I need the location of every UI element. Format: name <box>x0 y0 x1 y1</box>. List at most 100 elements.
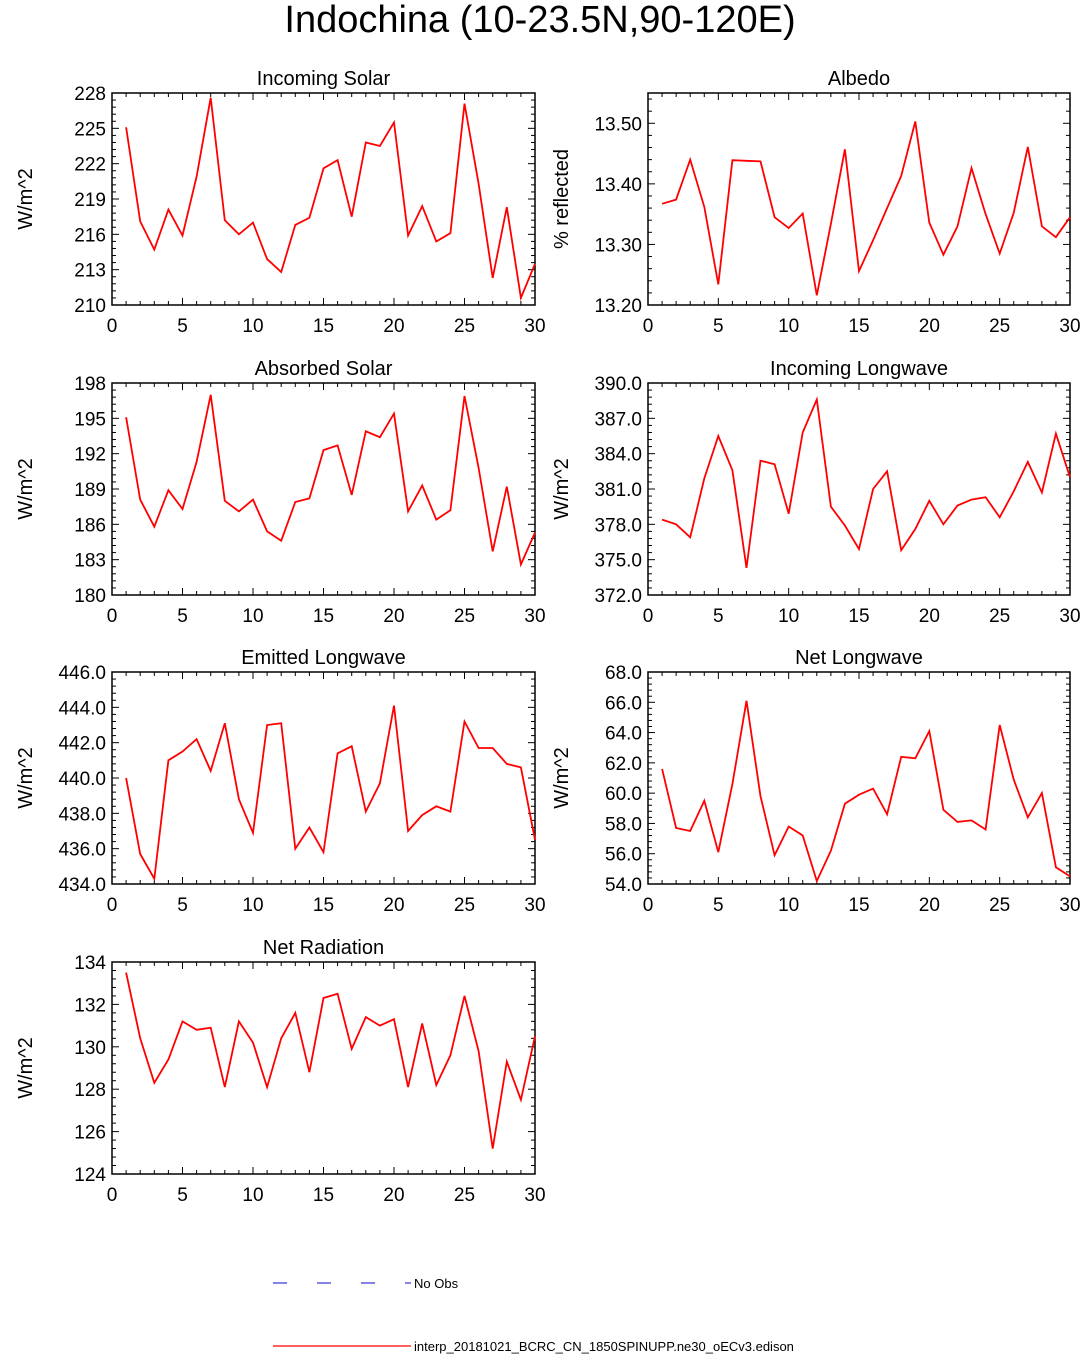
y-tick-label: 68.0 <box>605 663 642 684</box>
y-tick-label: 128 <box>74 1080 106 1101</box>
y-tick-label: 189 <box>74 480 106 501</box>
panel-title: Net Longwave <box>795 647 923 669</box>
x-tick-label: 15 <box>848 606 869 627</box>
chart-panel-2: Absorbed Solar W/m^2 0 5 10 15 20 25 30 180 183 186… <box>15 358 546 627</box>
y-tick-label: 384.0 <box>594 445 642 466</box>
x-tick-label: 0 <box>107 895 118 916</box>
y-tick-label: 134 <box>74 953 106 974</box>
y-tick-label: 180 <box>74 586 106 607</box>
x-tick-label: 5 <box>713 606 724 627</box>
x-tick-label: 10 <box>242 1185 263 1206</box>
series-line <box>125 97 536 302</box>
x-tick-label: 5 <box>177 895 188 916</box>
x-tick-label: 25 <box>454 316 475 337</box>
x-tick-label: 20 <box>919 606 940 627</box>
y-tick-label: 13.30 <box>594 235 642 256</box>
y-tick-label: 13.50 <box>594 114 642 135</box>
x-tick-label: 15 <box>313 316 334 337</box>
y-tick-label: 195 <box>74 409 106 430</box>
y-tick-label: 219 <box>74 190 106 211</box>
series-line <box>125 394 536 568</box>
chart-panel-0: Incoming Solar W/m^2 0 5 10 15 20 25 30 210 213 216… <box>15 68 546 337</box>
x-tick-label: 10 <box>242 895 263 916</box>
x-tick-label: 30 <box>524 895 545 916</box>
legend-label: interp_20181021_BCRC_CN_1850SPINUPP.ne30… <box>414 1339 794 1354</box>
y-tick-label: 372.0 <box>594 586 642 607</box>
legend-label: No Obs <box>414 1276 459 1291</box>
y-axis-label: W/m^2 <box>15 458 37 520</box>
y-tick-label: 198 <box>74 374 106 395</box>
series-line <box>661 700 1071 884</box>
x-tick-label: 15 <box>848 316 869 337</box>
x-tick-label: 15 <box>848 895 869 916</box>
x-tick-label: 5 <box>177 1185 188 1206</box>
x-tick-label: 20 <box>383 606 404 627</box>
x-tick-label: 20 <box>383 316 404 337</box>
series-line <box>661 121 1071 296</box>
x-tick-label: 25 <box>989 316 1010 337</box>
page-title: Indochina (10-23.5N,90-120E) <box>284 0 796 41</box>
y-tick-label: 436.0 <box>58 840 106 861</box>
y-tick-label: 66.0 <box>605 693 642 714</box>
panel-title: Net Radiation <box>263 937 384 959</box>
y-tick-label: 434.0 <box>58 875 106 896</box>
x-tick-label: 0 <box>107 606 118 627</box>
y-axis-label: W/m^2 <box>551 747 573 809</box>
plot-frame <box>111 92 536 306</box>
y-axis-label: W/m^2 <box>15 747 37 809</box>
x-tick-label: 5 <box>177 316 188 337</box>
y-tick-label: 442.0 <box>58 734 106 755</box>
panel-title: Absorbed Solar <box>255 358 393 380</box>
plot-frame <box>647 671 1071 885</box>
y-tick-label: 440.0 <box>58 769 106 790</box>
x-tick-label: 25 <box>454 895 475 916</box>
x-tick-label: 0 <box>643 316 654 337</box>
y-tick-label: 183 <box>74 551 106 572</box>
x-tick-label: 15 <box>313 606 334 627</box>
y-tick-label: 225 <box>74 119 106 140</box>
y-tick-label: 56.0 <box>605 845 642 866</box>
panel-title: Albedo <box>828 68 890 90</box>
y-tick-label: 375.0 <box>594 551 642 572</box>
plot-frame <box>111 961 536 1175</box>
y-tick-label: 438.0 <box>58 804 106 825</box>
y-tick-label: 126 <box>74 1123 106 1144</box>
y-tick-label: 378.0 <box>594 515 642 536</box>
chart-panel-3: Incoming Longwave W/m^2 0 5 10 15 20 25 30 372.0 3… <box>551 358 1080 627</box>
x-tick-label: 0 <box>107 1185 118 1206</box>
x-tick-label: 10 <box>778 895 799 916</box>
y-tick-label: 62.0 <box>605 754 642 775</box>
x-tick-label: 5 <box>713 316 724 337</box>
x-tick-label: 0 <box>643 895 654 916</box>
plot-frame <box>111 382 536 596</box>
y-tick-label: 213 <box>74 261 106 282</box>
x-tick-label: 25 <box>454 1185 475 1206</box>
x-tick-label: 10 <box>242 316 263 337</box>
y-tick-label: 446.0 <box>58 663 106 684</box>
x-tick-label: 20 <box>383 1185 404 1206</box>
x-tick-label: 10 <box>778 316 799 337</box>
y-axis-label: W/m^2 <box>551 458 573 520</box>
legend: No Obs interp_20181021_BCRC_CN_1850SPINUP… <box>273 1276 794 1354</box>
y-axis-label: % reflected <box>551 149 573 249</box>
y-tick-label: 132 <box>74 995 106 1016</box>
y-axis-label: W/m^2 <box>15 168 37 230</box>
series-line <box>661 396 1071 569</box>
chart-panel-4: Emitted Longwave W/m^2 0 5 10 15 20 25 30 434.0 43… <box>15 647 546 916</box>
y-tick-label: 381.0 <box>594 480 642 501</box>
x-tick-label: 5 <box>177 606 188 627</box>
y-tick-label: 58.0 <box>605 814 642 835</box>
series-line <box>125 972 536 1149</box>
x-tick-label: 20 <box>919 316 940 337</box>
x-tick-label: 25 <box>989 606 1010 627</box>
x-tick-label: 0 <box>643 606 654 627</box>
x-tick-label: 30 <box>524 1185 545 1206</box>
y-tick-label: 192 <box>74 445 106 466</box>
x-tick-label: 25 <box>454 606 475 627</box>
y-tick-label: 216 <box>74 225 106 246</box>
x-tick-label: 10 <box>778 606 799 627</box>
y-tick-label: 444.0 <box>58 698 106 719</box>
x-tick-label: 10 <box>242 606 263 627</box>
chart-panel-1: Albedo % reflected 0 5 10 15 20 25 30 13.20 13.30 1… <box>551 68 1080 337</box>
